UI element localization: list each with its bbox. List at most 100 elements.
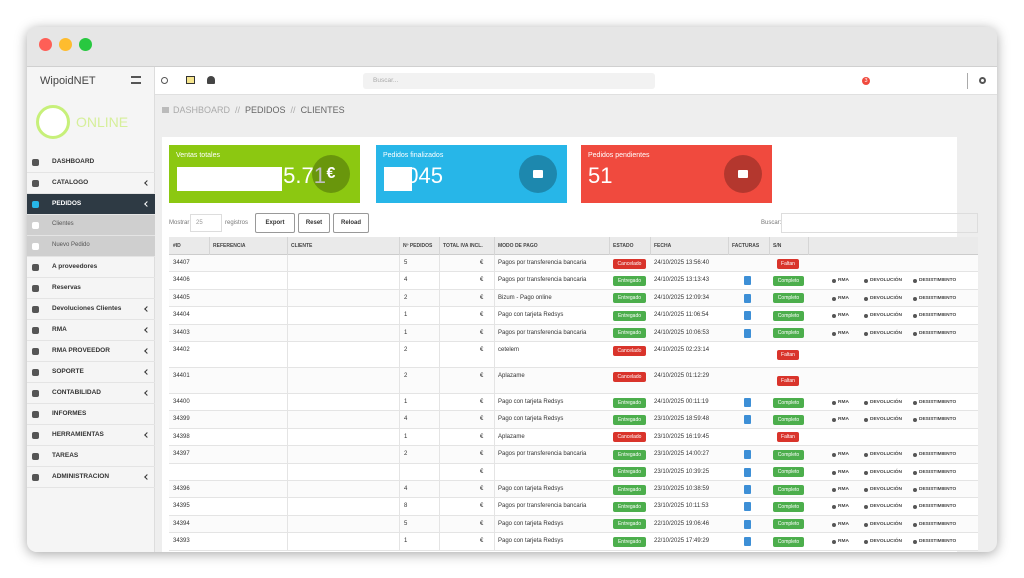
row-action[interactable]: DEVOLUCIÓN	[870, 452, 902, 458]
invoice-icon[interactable]	[744, 328, 751, 338]
menu-label[interactable]: Reservas	[52, 284, 81, 291]
menu-label[interactable]: Clientes	[52, 221, 74, 227]
length-select[interactable]: 25	[190, 214, 222, 232]
menu-item[interactable]	[27, 236, 155, 257]
column-header[interactable]: #ID	[173, 243, 181, 249]
row-action[interactable]: RMA	[838, 417, 849, 423]
toolbar-button[interactable]: Export	[255, 213, 295, 233]
toolbar-button[interactable]: Reset	[298, 213, 330, 233]
invoice-icon[interactable]	[744, 276, 751, 286]
row-action[interactable]: DEVOLUCIÓN	[870, 539, 902, 545]
row-action[interactable]: RMA	[838, 539, 849, 545]
refresh-icon[interactable]	[161, 77, 168, 84]
menu-item[interactable]	[27, 215, 155, 236]
menu-item[interactable]	[27, 320, 155, 341]
breadcrumb-item[interactable]: DASHBOARD	[173, 105, 231, 115]
column-header[interactable]: MODO DE PAGO	[498, 243, 538, 249]
row-action[interactable]: RMA	[838, 313, 849, 319]
toolbar-button[interactable]: Reload	[333, 213, 369, 233]
row-action[interactable]: DEVOLUCIÓN	[870, 487, 902, 492]
menu-label[interactable]: CONTABILIDAD	[52, 389, 101, 396]
menu-item[interactable]	[27, 152, 155, 173]
minimize-button[interactable]	[59, 38, 72, 51]
column-header[interactable]: FACTURAS	[732, 243, 760, 249]
row-action[interactable]: RMA	[838, 330, 849, 336]
menu-label[interactable]: DASHBOARD	[52, 158, 95, 165]
row-action[interactable]: DEVOLUCIÓN	[870, 330, 902, 336]
row-action[interactable]: DESISTIMIENTO	[919, 487, 957, 492]
column-header[interactable]: Nº PEDIDOS	[403, 243, 433, 249]
column-header[interactable]: CLIENTE	[291, 243, 313, 249]
menu-item[interactable]	[27, 362, 155, 383]
row-action[interactable]: DEVOLUCIÓN	[870, 521, 902, 527]
menu-item[interactable]	[27, 194, 155, 215]
row-action[interactable]: RMA	[838, 487, 849, 492]
menu-item[interactable]	[27, 341, 155, 362]
row-action[interactable]: DEVOLUCIÓN	[870, 417, 902, 423]
row-action[interactable]: RMA	[838, 469, 849, 475]
menu-label[interactable]: RMA	[52, 326, 67, 333]
menu-item[interactable]	[27, 299, 155, 320]
invoice-icon[interactable]	[744, 519, 751, 529]
notification-badge[interactable]: 3	[862, 77, 870, 85]
invoice-icon[interactable]	[744, 293, 751, 303]
row-action[interactable]: DEVOLUCIÓN	[870, 504, 902, 510]
breadcrumb-item[interactable]: PEDIDOS	[245, 105, 286, 115]
row-action[interactable]: RMA	[838, 452, 849, 458]
menu-item[interactable]	[27, 467, 155, 488]
row-action[interactable]: DEVOLUCIÓN	[870, 278, 902, 284]
settings-icon[interactable]	[979, 77, 986, 84]
user-box[interactable]	[875, 73, 968, 89]
maximize-button[interactable]	[79, 38, 92, 51]
column-header[interactable]: FECHA	[654, 243, 672, 249]
menu-label[interactable]: PEDIDOS	[52, 200, 82, 207]
search-input[interactable]: Buscar...	[363, 73, 655, 89]
breadcrumb-item[interactable]: CLIENTES	[300, 105, 345, 115]
row-action[interactable]: DEVOLUCIÓN	[870, 313, 902, 319]
row-action[interactable]: DESISTIMIENTO	[919, 417, 957, 423]
invoice-icon[interactable]	[744, 467, 751, 477]
invoice-icon[interactable]	[744, 450, 751, 460]
menu-item[interactable]	[27, 425, 155, 446]
column-header[interactable]: REFERENCIA	[213, 243, 246, 249]
menu-label[interactable]: INFORMES	[52, 410, 87, 417]
menu-label[interactable]: ADMINISTRACION	[52, 473, 110, 480]
menu-toggle[interactable]	[131, 76, 141, 84]
row-action[interactable]: RMA	[838, 504, 849, 510]
menu-item[interactable]	[27, 383, 155, 404]
invoice-icon[interactable]	[744, 502, 751, 512]
menu-label[interactable]: A proveedores	[52, 263, 98, 270]
row-action[interactable]: DESISTIMIENTO	[919, 330, 957, 336]
row-action[interactable]: DESISTIMIENTO	[919, 521, 957, 527]
close-button[interactable]	[39, 38, 52, 51]
calendar-icon[interactable]	[186, 76, 195, 84]
row-action[interactable]: DESISTIMIENTO	[919, 295, 957, 301]
menu-label[interactable]: SOPORTE	[52, 368, 84, 375]
table-search[interactable]	[781, 213, 978, 233]
menu-item[interactable]	[27, 404, 155, 425]
row-action[interactable]: RMA	[838, 295, 849, 301]
menu-label[interactable]: RMA PROVEEDOR	[52, 347, 110, 354]
menu-label[interactable]: HERRAMIENTAS	[52, 431, 104, 438]
invoice-icon[interactable]	[744, 415, 751, 425]
column-header[interactable]: ESTADO	[613, 243, 634, 249]
menu-item[interactable]	[27, 257, 155, 278]
column-header[interactable]: S/N	[773, 243, 782, 249]
row-action[interactable]: DEVOLUCIÓN	[870, 400, 902, 405]
menu-label[interactable]: TAREAS	[52, 452, 79, 459]
menu-label[interactable]: CATALOGO	[52, 179, 89, 186]
row-action[interactable]: DESISTIMIENTO	[919, 504, 957, 510]
row-action[interactable]: DEVOLUCIÓN	[870, 469, 902, 475]
menu-item[interactable]	[27, 278, 155, 299]
row-action[interactable]: DESISTIMIENTO	[919, 469, 957, 475]
bell-icon[interactable]	[207, 76, 215, 84]
row-action[interactable]: DESISTIMIENTO	[919, 539, 957, 545]
menu-item[interactable]	[27, 446, 155, 467]
row-action[interactable]: DESISTIMIENTO	[919, 313, 957, 319]
column-header[interactable]: TOTAL IVA INCL.	[443, 243, 483, 249]
row-action[interactable]: DESISTIMIENTO	[919, 452, 957, 458]
invoice-icon[interactable]	[744, 311, 751, 321]
menu-item[interactable]	[27, 173, 155, 194]
row-action[interactable]: DESISTIMIENTO	[919, 278, 957, 284]
invoice-icon[interactable]	[744, 537, 751, 547]
